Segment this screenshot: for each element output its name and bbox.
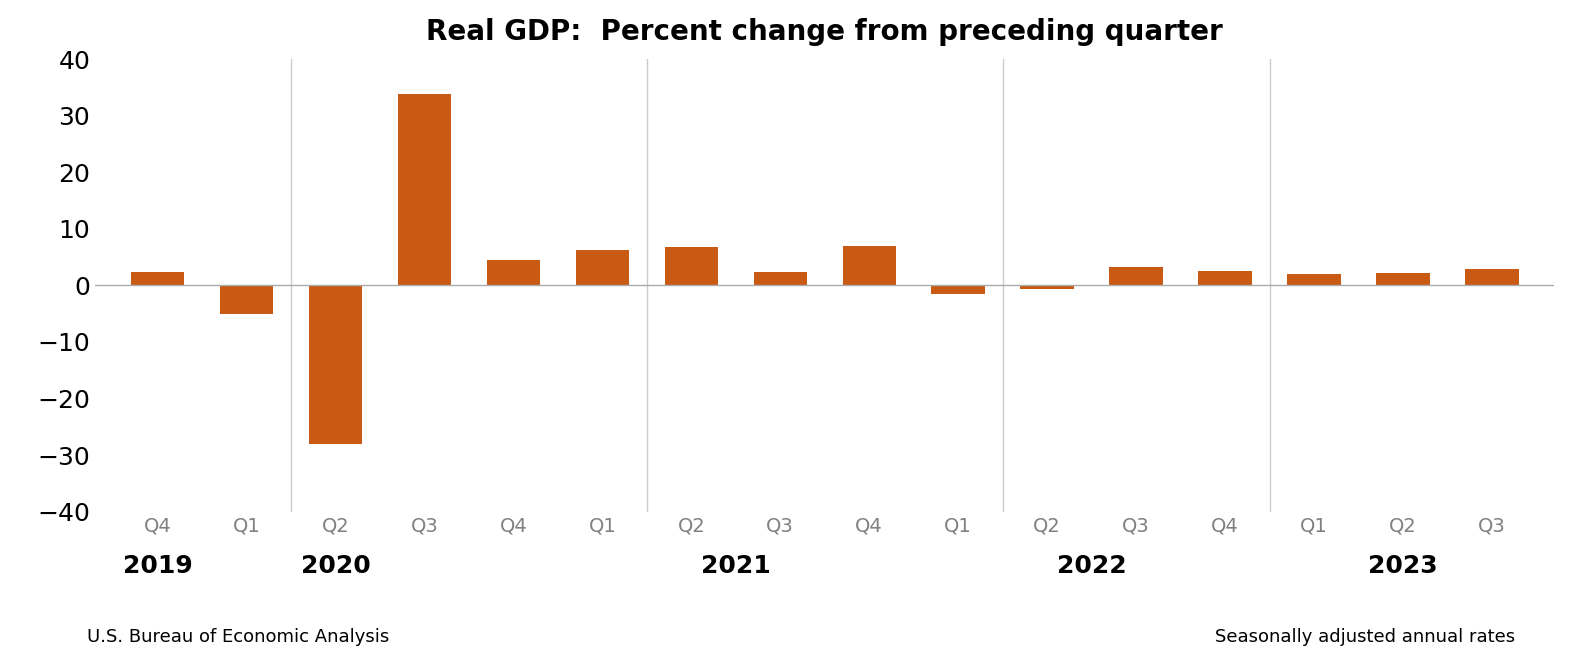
- Bar: [220, 285, 273, 314]
- Bar: [665, 247, 718, 285]
- Text: Seasonally adjusted annual rates: Seasonally adjusted annual rates: [1215, 628, 1515, 646]
- Bar: [398, 94, 450, 285]
- Bar: [487, 260, 539, 285]
- Bar: [130, 272, 184, 285]
- Bar: [1110, 267, 1163, 285]
- Text: 2020: 2020: [300, 554, 370, 578]
- Text: 2022: 2022: [1056, 554, 1126, 578]
- Text: U.S. Bureau of Economic Analysis: U.S. Bureau of Economic Analysis: [87, 628, 390, 646]
- Bar: [309, 285, 362, 444]
- Bar: [931, 285, 985, 295]
- Text: 2019: 2019: [122, 554, 192, 578]
- Bar: [1199, 271, 1251, 285]
- Bar: [1288, 274, 1340, 285]
- Bar: [1465, 269, 1519, 285]
- Bar: [576, 250, 630, 285]
- Bar: [842, 246, 896, 285]
- Text: 2023: 2023: [1369, 554, 1439, 578]
- Bar: [753, 272, 807, 285]
- Bar: [1020, 285, 1074, 289]
- Text: 2021: 2021: [701, 554, 771, 578]
- Title: Real GDP:  Percent change from preceding quarter: Real GDP: Percent change from preceding …: [427, 18, 1223, 46]
- Bar: [1377, 274, 1429, 285]
